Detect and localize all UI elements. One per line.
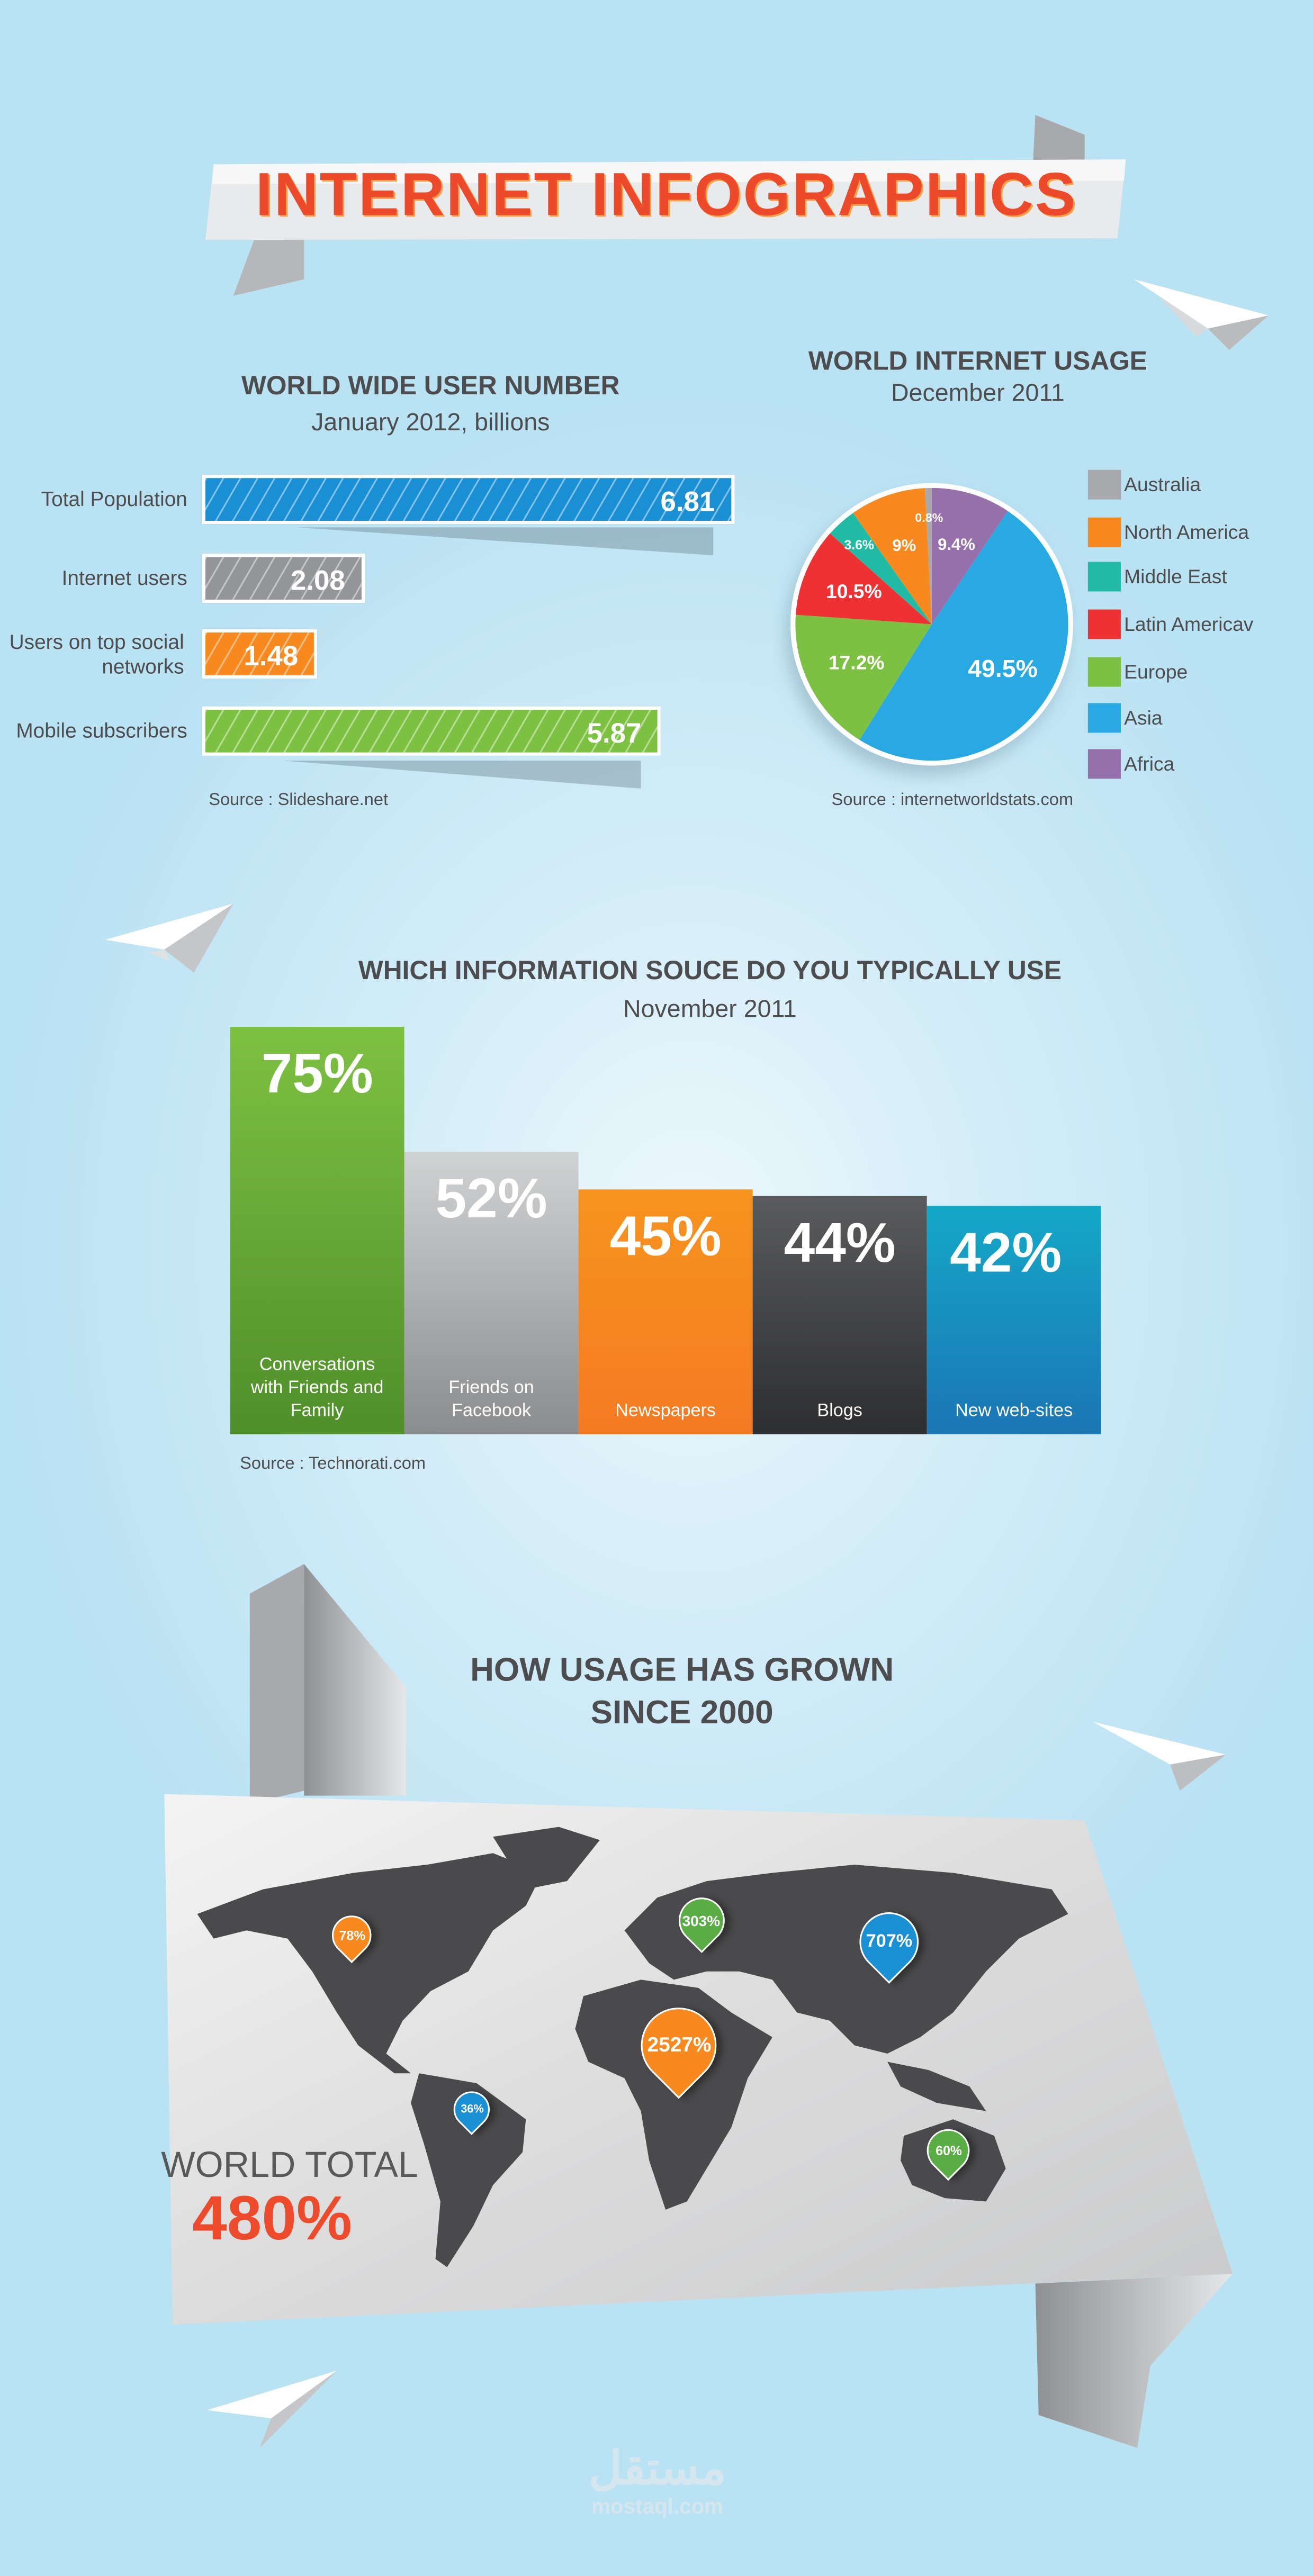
bar-label: Internet users (61, 566, 187, 590)
europe-asia (624, 1865, 1068, 2054)
column-bar: 44% Blogs (752, 1195, 927, 1434)
map-pin-label: 707% (866, 1932, 912, 1952)
pie-slice-latin-americav (795, 533, 932, 625)
column-category-label: Friends on Facebook (448, 1378, 534, 1421)
title-ribbon (205, 115, 1126, 296)
bar: 1.48 (202, 629, 318, 679)
map-pin-europe: 303% (669, 1888, 734, 1954)
bar: 5.87 (202, 706, 661, 756)
bar-label: Users on top social networks (9, 630, 184, 679)
bar-value-label: 5.87 (587, 718, 642, 749)
column-value-label: 75% (261, 1043, 373, 1106)
column-value-label: 45% (609, 1206, 722, 1269)
legend-swatch (1087, 469, 1121, 500)
legend-label: Latin Americav (1124, 612, 1254, 636)
info-source-source: Source : Technorati.com (240, 1454, 426, 1474)
map-pin-label: 78% (338, 1928, 365, 1943)
usage-source: Source : internetworldstats.com (831, 790, 1074, 810)
paper-plane-icon (105, 903, 233, 973)
paper-plane-icon (1134, 279, 1269, 350)
africa (575, 1980, 772, 2210)
page-title: INTERNET INFOGRAPHICS (255, 161, 1077, 229)
user-number-title: WORLD WIDE USER NUMBER (241, 373, 620, 401)
map-pin-asia: 707% (847, 1900, 931, 1984)
map-pin-label: 303% (682, 1912, 721, 1929)
map-pin-africa: 2527% (625, 1992, 732, 2099)
map-pin-australia: 60% (918, 2120, 979, 2181)
growth-title-line1: HOW USAGE HAS GROWN (470, 1652, 894, 1689)
map-pin-label: 60% (935, 2143, 961, 2158)
pie-label: 10.5% (826, 580, 882, 602)
legend-swatch (1087, 562, 1121, 592)
column-bar: 45% Newspapers (578, 1189, 753, 1434)
paper-plane-icon (1093, 1721, 1226, 1791)
legend-label: Asia (1124, 706, 1163, 730)
legend-swatch (1087, 517, 1121, 547)
world-total-label: WORLD TOTAL (161, 2144, 418, 2185)
bar: 2.08 (202, 554, 365, 603)
pie-label: 3.6% (844, 538, 874, 553)
pie-slice-middle-east (830, 513, 932, 625)
pie-slice-europe (795, 614, 932, 740)
pie-label: 9% (892, 536, 916, 555)
mostaql-logo: مستقل mostaql.com (588, 2443, 726, 2519)
usage-pie: 9.4% 49.5% 17.2% 10.5% 3.6% 9% 0.8% (790, 483, 1073, 766)
column-category-label: Conversations with Friends and Family (250, 1355, 384, 1421)
legend-swatch (1087, 609, 1121, 639)
legend-swatch (1087, 657, 1121, 687)
column-bar: 75% Conversations with Friends and Family (230, 1027, 404, 1434)
usage-title: WORLD INTERNET USAGE (808, 348, 1147, 376)
column-category-label: Newspapers (615, 1401, 716, 1421)
column-bar: 42% New web-sites (927, 1206, 1101, 1434)
pie-slice-north-america (853, 488, 932, 625)
pie-label: 9.4% (938, 535, 975, 554)
pie-slice-asia (859, 511, 1068, 761)
south-america (411, 2073, 526, 2267)
pie-label: 17.2% (829, 651, 885, 673)
legend-label: Africa (1124, 752, 1175, 776)
column-value-label: 52% (435, 1168, 547, 1231)
bar-shadows (282, 527, 714, 789)
bar-value-label: 1.48 (244, 640, 299, 672)
growth-title-line2: SINCE 2000 (590, 1695, 774, 1732)
column-value-label: 44% (784, 1212, 896, 1275)
map-pin-label: 2527% (646, 2033, 711, 2057)
usage-subtitle: December 2011 (891, 379, 1065, 408)
legend-label: Europe (1124, 660, 1188, 684)
user-number-source: Source : Slideshare.net (209, 790, 389, 810)
bar-label: Total Population (41, 487, 187, 511)
user-number-subtitle: January 2012, billions (311, 409, 550, 437)
greenland (493, 1827, 600, 1890)
info-source-title: WHICH INFORMATION SOUCE DO YOU TYPICALLY… (358, 957, 1062, 986)
legend-swatch (1087, 749, 1121, 779)
legend-label: North America (1124, 520, 1249, 544)
legend-label: Australia (1124, 473, 1201, 496)
column-value-label: 42% (950, 1222, 1062, 1285)
info-source-subtitle: November 2011 (623, 996, 797, 1024)
bar-value-label: 6.81 (660, 486, 715, 518)
pie-label: 49.5% (968, 655, 1038, 682)
column-category-label: Blogs (817, 1401, 862, 1421)
pie-label: 0.8% (915, 511, 943, 525)
legend-label: Middle East (1124, 565, 1227, 589)
bar-value-label: 2.08 (290, 565, 345, 596)
map-pin-latin-america: 36% (446, 2084, 498, 2135)
pie-slice-australia (925, 487, 932, 625)
column-bar: 52% Friends on Facebook (404, 1152, 579, 1434)
column-category-label: New web-sites (955, 1401, 1073, 1421)
bar-label: Mobile subscribers (16, 719, 187, 743)
world-total-value: 480% (192, 2185, 352, 2254)
north-america (197, 1853, 543, 2074)
map-pin-label: 36% (460, 2103, 483, 2116)
map-pin-north-america: 78% (323, 1907, 380, 1964)
pie-slice-africa (931, 487, 1008, 625)
legend-swatch (1087, 703, 1121, 733)
southeast-asia (887, 2062, 986, 2111)
bar: 6.81 (202, 475, 735, 525)
